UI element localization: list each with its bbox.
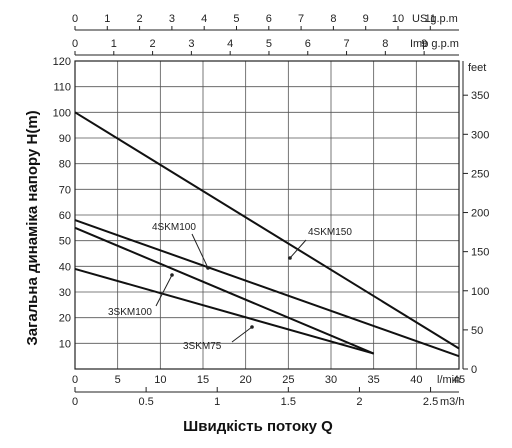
y-tick-label: 70 <box>59 184 71 196</box>
leader-dot-3skm75 <box>250 325 254 329</box>
us-gpm-tick-label: 6 <box>266 13 272 25</box>
x-unit-label: l/min <box>437 374 460 386</box>
series-line-4skm100 <box>74 219 460 358</box>
us-gpm-tick-label: 3 <box>169 13 175 25</box>
leader-line-3skm100 <box>155 274 173 307</box>
imp-gpm-tick-label: 0 <box>72 38 78 50</box>
curve-labels: 4SKM150 4SKM100 3SKM100 3SKM75 <box>108 222 352 352</box>
x-tick-label: 30 <box>325 374 337 386</box>
y-tick-label: 40 <box>59 261 71 273</box>
x-tick-label: 25 <box>282 374 294 386</box>
imp-gpm-tick-label: 3 <box>188 38 194 50</box>
x-tick-label: 40 <box>410 374 422 386</box>
x-tick-label: 10 <box>154 374 166 386</box>
x-tick-label: 35 <box>368 374 380 386</box>
leader-dot-4skm100 <box>206 266 210 270</box>
imp-gpm-unit-label: Imp g.p.m <box>410 38 459 50</box>
grid <box>74 60 460 370</box>
y-tick-label: 30 <box>59 287 71 299</box>
leader-line-4skm100 <box>191 233 209 269</box>
us-gpm-tick-label: 11 <box>425 13 436 25</box>
series-line-3skm100 <box>74 226 375 355</box>
leader-line-4skm150 <box>289 239 307 259</box>
m3h-unit-label: m3/h <box>440 396 464 408</box>
leader-dot-3skm100 <box>170 273 174 277</box>
x-tick-label: 20 <box>240 374 252 386</box>
imp-gpm-tick-label: 4 <box>227 38 233 50</box>
x-tick-label: 45 <box>453 374 465 386</box>
imp-gpm-tick-label: 8 <box>382 38 388 50</box>
y-tick-label: 90 <box>59 133 71 145</box>
y-tick-label: 10 <box>59 338 71 350</box>
imp-gpm-tick-label: 1 <box>111 38 117 50</box>
y-tick-label: 50 <box>59 236 71 248</box>
feet-tick-label: 50 <box>471 325 483 337</box>
imp-gpm-tick-label: 5 <box>266 38 272 50</box>
series <box>74 111 460 358</box>
us-gpm-tick-label: 1 <box>104 13 110 25</box>
y-tick-label: 100 <box>53 107 71 119</box>
feet-tick-label: 100 <box>471 286 489 298</box>
feet-tick-label: 200 <box>471 208 489 220</box>
imp-gpm-tick-label: 2 <box>150 38 156 50</box>
y-axis-title: Загальна динаміка напору H(m) <box>24 110 41 345</box>
us-gpm-tick-label: 0 <box>72 13 78 25</box>
m3h-tick-label: 1.5 <box>281 396 296 408</box>
us-gpm-tick-label: 8 <box>330 13 336 25</box>
feet-unit-label: feet <box>468 62 486 74</box>
m3h-tick-label: 1 <box>214 396 220 408</box>
curve-label-3skm100: 3SKM100 <box>108 307 152 318</box>
feet-tick-label: 300 <box>471 129 489 141</box>
us-gpm-tick-label: 2 <box>137 13 143 25</box>
series-line-3skm75 <box>74 267 374 355</box>
us-gpm-tick-label: 9 <box>363 13 369 25</box>
plot-frame <box>74 60 460 370</box>
leader-dot-4skm150 <box>288 256 292 260</box>
imp-gpm-tick-label: 7 <box>343 38 349 50</box>
leader-line-3skm75 <box>231 326 253 343</box>
m3h-tick-label: 0 <box>72 396 78 408</box>
us-gpm-tick-label: 7 <box>298 13 304 25</box>
feet-tick-label: 250 <box>471 168 489 180</box>
feet-tick-label: 0 <box>471 364 477 376</box>
series-line-4skm150 <box>74 111 460 350</box>
us-gpm-tick-label: 4 <box>201 13 207 25</box>
x-axis-title: Швидкість потоку Q <box>183 418 333 435</box>
curve-label-4skm150: 4SKM150 <box>308 227 352 238</box>
us-gpm-tick-label: 5 <box>233 13 239 25</box>
us-gpm-tick-label: 10 <box>392 13 404 25</box>
m3h-tick-label: 0.5 <box>138 396 153 408</box>
m3h-tick-label: 2.5 <box>423 396 438 408</box>
curve-label-4skm100: 4SKM100 <box>152 222 196 233</box>
feet-tick-label: 350 <box>471 90 489 102</box>
imp-gpm-tick-label: 9 <box>421 38 427 50</box>
feet-tick-label: 150 <box>471 247 489 259</box>
m3h-tick-label: 2 <box>356 396 362 408</box>
y-tick-label: 80 <box>59 159 71 171</box>
curve-label-3skm75: 3SKM75 <box>183 341 222 352</box>
us-gpm-unit-label: US g.p.m <box>412 13 458 25</box>
x-tick-label: 0 <box>72 374 78 386</box>
y-tick-label: 120 <box>53 56 71 68</box>
y-tick-label: 60 <box>59 210 71 222</box>
imp-gpm-tick-label: 6 <box>305 38 311 50</box>
x-tick-label: 5 <box>115 374 121 386</box>
y-tick-label: 20 <box>59 313 71 325</box>
x-tick-label: 15 <box>197 374 209 386</box>
y-tick-label: 110 <box>53 82 71 94</box>
